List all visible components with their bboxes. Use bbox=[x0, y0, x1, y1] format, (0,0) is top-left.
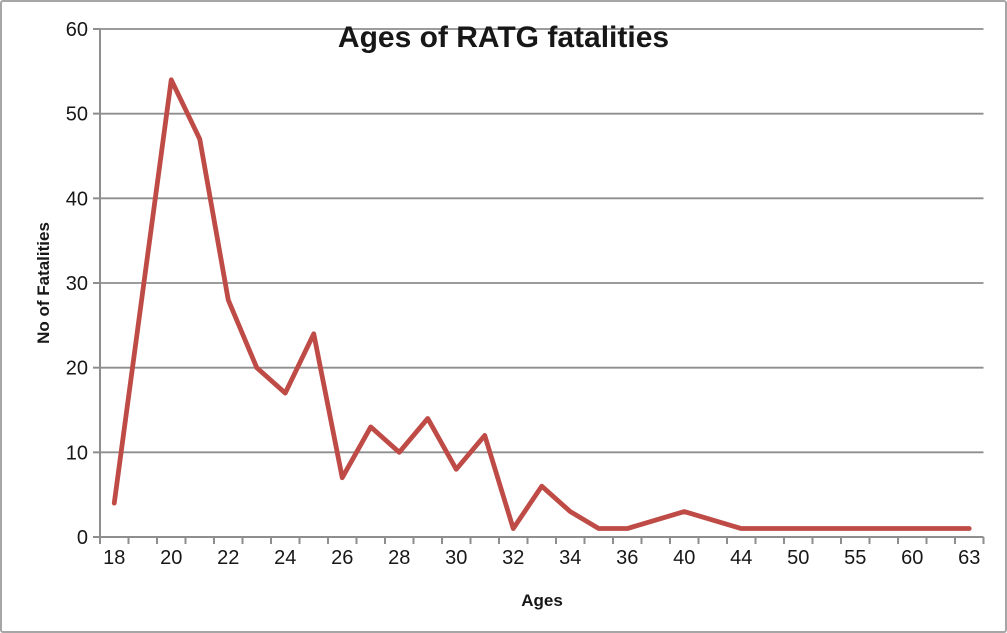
x-axis-title: Ages bbox=[521, 591, 563, 610]
x-tick-label: 55 bbox=[844, 547, 866, 569]
x-tick-label: 22 bbox=[217, 547, 239, 569]
x-tick-label: 63 bbox=[958, 547, 980, 569]
y-tick-label: 10 bbox=[66, 442, 88, 464]
y-tick-label: 50 bbox=[66, 104, 88, 126]
x-tick-label: 32 bbox=[502, 547, 524, 569]
y-tick-label: 20 bbox=[66, 358, 88, 380]
x-tick-label: 24 bbox=[274, 547, 296, 569]
y-axis-title: No of Fatalities bbox=[34, 222, 53, 344]
y-tick-label: 60 bbox=[66, 19, 88, 41]
x-tick-label: 44 bbox=[730, 547, 752, 569]
x-tick-label: 28 bbox=[388, 547, 410, 569]
series-line bbox=[111, 77, 972, 531]
chart-title: Ages of RATG fatalities bbox=[337, 21, 670, 54]
y-tick-label: 0 bbox=[77, 527, 88, 549]
x-tick-label: 60 bbox=[901, 547, 923, 569]
y-tick-label: 40 bbox=[66, 188, 88, 210]
x-tick-label: 18 bbox=[103, 547, 125, 569]
x-tick-label: 30 bbox=[445, 547, 467, 569]
x-tick-label: 36 bbox=[616, 547, 638, 569]
x-tick-label: 26 bbox=[331, 547, 353, 569]
x-tick-label: 50 bbox=[787, 547, 809, 569]
y-tick-label: 30 bbox=[66, 273, 88, 295]
x-tick-label: 40 bbox=[673, 547, 695, 569]
x-tick-label: 20 bbox=[160, 547, 182, 569]
x-tick-label: 34 bbox=[559, 547, 581, 569]
